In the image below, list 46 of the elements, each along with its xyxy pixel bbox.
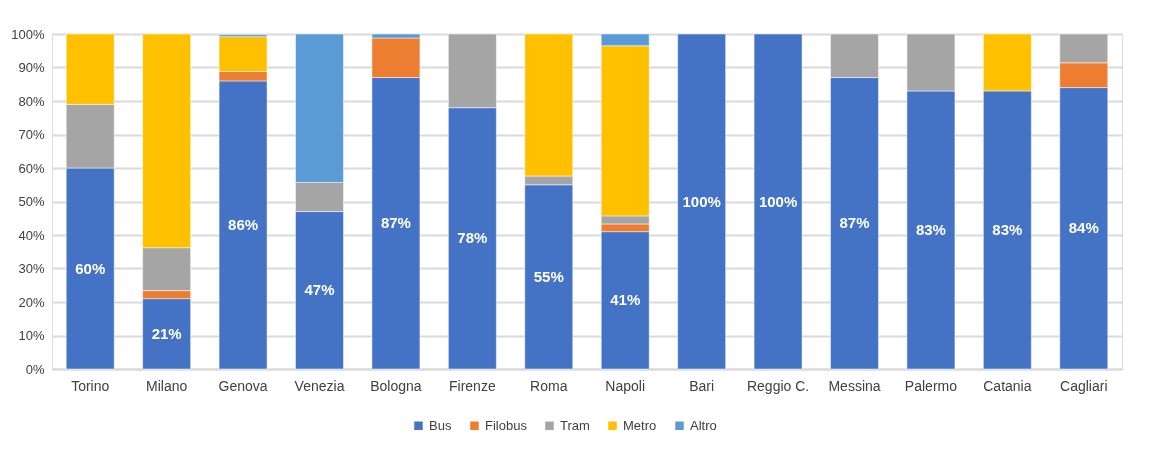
- x-tick-label: Roma: [530, 377, 568, 394]
- x-tick-label: Firenze: [449, 377, 496, 394]
- bar: [753, 33, 803, 370]
- x-tick-label: Bari: [689, 377, 715, 394]
- data-label: 83%: [915, 220, 946, 238]
- y-tick-label: 100%: [11, 26, 45, 42]
- data-label: 84%: [1068, 219, 1099, 237]
- y-tick-label: 60%: [18, 160, 45, 176]
- x-tick-label: Torino: [71, 377, 110, 394]
- data-label: 78%: [457, 229, 488, 247]
- data-label: 47%: [304, 281, 335, 299]
- x-tick-label: Reggio C.: [746, 377, 810, 394]
- y-tick-label: 20%: [18, 294, 45, 310]
- x-tick-label: Napoli: [605, 377, 646, 394]
- y-tick-label: 70%: [18, 127, 45, 142]
- legend-label: Tram: [560, 417, 590, 433]
- data-label: 83%: [992, 220, 1023, 238]
- x-tick-label: Milano: [146, 377, 188, 394]
- y-tick-label: 80%: [18, 93, 45, 109]
- legend-label: Bus: [429, 417, 452, 433]
- data-label: 55%: [533, 267, 564, 285]
- x-tick-label: Bologna: [370, 377, 422, 394]
- y-tick-label: 30%: [18, 261, 45, 276]
- legend-label: Filobus: [485, 417, 528, 433]
- data-label: 60%: [75, 259, 106, 277]
- data-label: 100%: [758, 192, 798, 210]
- x-tick-label: Messina: [828, 377, 881, 394]
- data-label: 87%: [839, 214, 870, 232]
- bar: [677, 33, 726, 370]
- x-tick-label: Palermo: [904, 377, 958, 394]
- y-tick-label: 50%: [18, 194, 45, 209]
- data-label: 21%: [151, 324, 182, 342]
- y-tick-label: 90%: [18, 60, 45, 75]
- y-tick-label: 0%: [25, 361, 45, 377]
- legend-label: Altro: [690, 417, 717, 433]
- legend-label: Metro: [623, 417, 657, 433]
- data-label: 86%: [228, 215, 259, 233]
- x-tick-label: Cagliari: [1060, 377, 1108, 394]
- data-label: 87%: [380, 214, 411, 232]
- x-tick-label: Catania: [983, 377, 1032, 394]
- data-label: 100%: [682, 192, 721, 210]
- x-tick-label: Venezia: [294, 377, 345, 394]
- data-label: 41%: [610, 291, 641, 309]
- x-tick-label: Genova: [218, 377, 268, 394]
- y-tick-label: 40%: [18, 227, 45, 243]
- y-tick-label: 10%: [18, 328, 45, 343]
